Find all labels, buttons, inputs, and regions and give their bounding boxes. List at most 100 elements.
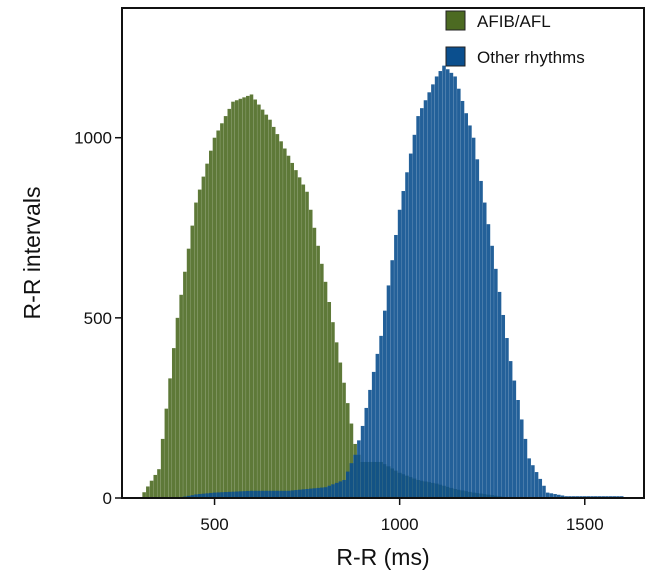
afib-bar: [146, 486, 150, 498]
afib-bar: [249, 94, 254, 498]
legend: AFIB/AFL Other rhythms: [445, 10, 585, 67]
afib-bar: [294, 170, 298, 498]
afib-bar: [271, 126, 276, 498]
other-rhythms-bar: [390, 260, 394, 498]
x-tick-label: 1000: [381, 515, 419, 534]
other-rhythms-bar: [279, 490, 283, 498]
other-rhythms-bar: [197, 494, 202, 498]
other-rhythms-bar: [238, 491, 243, 498]
other-rhythms-bar: [460, 100, 465, 498]
other-rhythms-bar: [553, 494, 557, 498]
other-rhythms-bar: [386, 285, 391, 498]
other-rhythms-bar: [246, 490, 250, 498]
other-rhythms-bar: [475, 159, 480, 498]
other-rhythms-bar: [283, 490, 287, 498]
other-rhythms-bar: [457, 88, 461, 498]
legend-swatch-other: [445, 46, 466, 67]
other-rhythms-bar: [412, 134, 417, 498]
afib-bar: [231, 101, 235, 498]
afib-bar: [345, 403, 350, 498]
other-rhythms-bar: [464, 113, 468, 498]
afib-bar: [216, 130, 220, 498]
afib-bar: [297, 177, 302, 498]
other-rhythms-bar: [257, 490, 261, 498]
afib-bar: [223, 116, 228, 498]
other-rhythms-bar: [260, 490, 265, 498]
afib-bar: [168, 378, 172, 498]
other-rhythms-bar: [338, 481, 343, 498]
other-rhythms-bar: [209, 492, 213, 498]
other-rhythms-bar: [345, 471, 350, 498]
afib-bar: [197, 189, 202, 498]
afib-bar: [342, 382, 346, 498]
afib-bar: [160, 438, 165, 498]
other-rhythms-bar: [320, 487, 324, 498]
afib-bar: [186, 248, 191, 498]
afib-bar: [290, 162, 294, 498]
afib-bar: [260, 109, 265, 498]
x-tick-label: 500: [200, 515, 228, 534]
other-rhythms-bar: [305, 488, 309, 498]
other-rhythms-bar: [234, 491, 239, 498]
afib-bar: [205, 163, 209, 498]
other-rhythms-bar: [216, 492, 220, 498]
y-axis-title: R-R intervals: [19, 187, 45, 320]
x-tick-label: 1500: [566, 515, 604, 534]
other-rhythms-bar: [342, 479, 346, 498]
other-rhythms-bar: [360, 425, 365, 498]
y-tick-label: 500: [84, 309, 112, 328]
other-rhythms-bar: [223, 492, 228, 498]
other-rhythms-bar: [405, 172, 409, 498]
afib-bar: [286, 155, 291, 498]
y-axis: 0 500 1000: [74, 129, 122, 508]
other-rhythms-bar: [494, 268, 498, 498]
other-rhythms-bar: [420, 108, 424, 498]
afib-bar: [190, 225, 195, 498]
afib-bar: [153, 474, 158, 498]
afib-bar: [246, 95, 250, 498]
afib-bar: [312, 227, 317, 498]
other-rhythms-bar: [316, 487, 320, 498]
afib-bar: [305, 191, 309, 498]
other-rhythms-bar: [375, 353, 380, 498]
other-rhythms-bar: [331, 484, 335, 498]
other-rhythms-bar: [531, 465, 535, 498]
other-rhythms-bar: [468, 125, 472, 498]
other-rhythms-bar: [557, 494, 561, 498]
afib-bar: [264, 114, 269, 498]
other-rhythms-bar: [186, 495, 191, 498]
other-rhythms-bar: [416, 116, 420, 498]
other-rhythms-bar: [427, 92, 431, 498]
other-rhythms-bar: [497, 291, 502, 498]
afib-bar: [220, 123, 224, 498]
afib-bar: [253, 99, 257, 498]
other-rhythms-bar: [527, 458, 531, 498]
other-rhythms-bar: [301, 489, 306, 498]
afib-bar: [212, 137, 217, 498]
other-rhythms-bar: [297, 489, 302, 498]
other-rhythms-bar: [364, 407, 369, 498]
other-rhythms-bar: [323, 487, 328, 498]
other-rhythms-bar: [505, 338, 509, 498]
afib-bar: [301, 184, 306, 498]
afib-bar: [331, 322, 335, 498]
other-rhythms-bar: [512, 380, 517, 498]
other-rhythms-bar: [253, 490, 257, 498]
other-rhythms-bar: [449, 72, 454, 498]
other-rhythms-bar: [542, 485, 546, 498]
other-rhythms-bar: [271, 490, 276, 498]
afib-bar: [183, 271, 187, 498]
afib-bar: [164, 408, 169, 498]
afib-bar: [171, 348, 176, 498]
afib-bar: [283, 148, 287, 498]
other-rhythms-bar: [286, 490, 291, 498]
other-rhythms-bar: [212, 492, 217, 498]
y-tick-label: 1000: [74, 129, 112, 148]
other-rhythms-bar: [401, 191, 406, 498]
legend-label-other: Other rhythms: [477, 48, 585, 67]
other-rhythms-series-bars: [179, 65, 624, 498]
afib-bar: [238, 98, 243, 498]
other-rhythms-bar: [290, 490, 294, 498]
other-rhythms-bar: [353, 454, 357, 498]
other-rhythms-bar: [383, 310, 387, 498]
